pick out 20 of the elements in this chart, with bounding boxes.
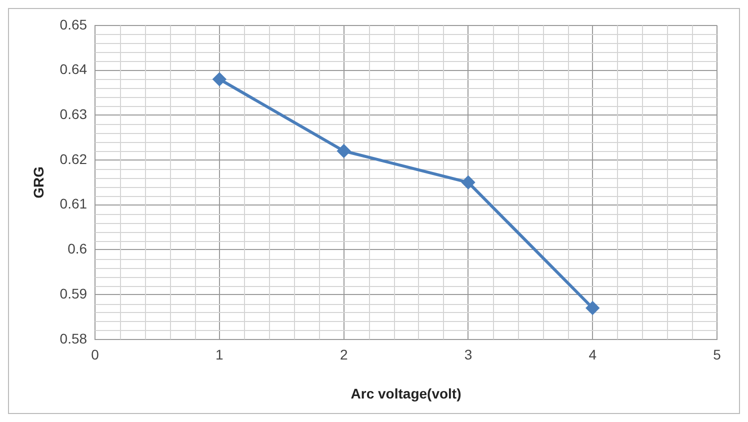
y-tick-label: 0.61 (60, 196, 88, 212)
x-tick-label: 3 (464, 346, 472, 363)
y-tick-label: 0.58 (60, 330, 88, 346)
y-tick-label: 0.59 (60, 285, 88, 302)
y-tick-label: 0.65 (60, 16, 88, 32)
point (212, 72, 226, 86)
y-tick-label: 0.64 (60, 61, 88, 78)
point (586, 302, 600, 314)
y-axis-title: GRG (30, 166, 46, 198)
y-tick-label: 0.6 (68, 240, 88, 257)
point (462, 176, 475, 189)
x-tick-label: 1 (216, 346, 224, 363)
x-axis-title: Arc voltage(volt) (350, 385, 462, 402)
x-tick-label: 0 (91, 346, 100, 363)
x-tick-label: 2 (340, 346, 348, 363)
x-tick-label: 5 (713, 346, 722, 363)
y-tick-label: 0.63 (60, 106, 88, 122)
y-tick-label: 0.62 (60, 150, 88, 167)
x-tick-label: 4 (588, 346, 597, 363)
point (337, 144, 350, 158)
